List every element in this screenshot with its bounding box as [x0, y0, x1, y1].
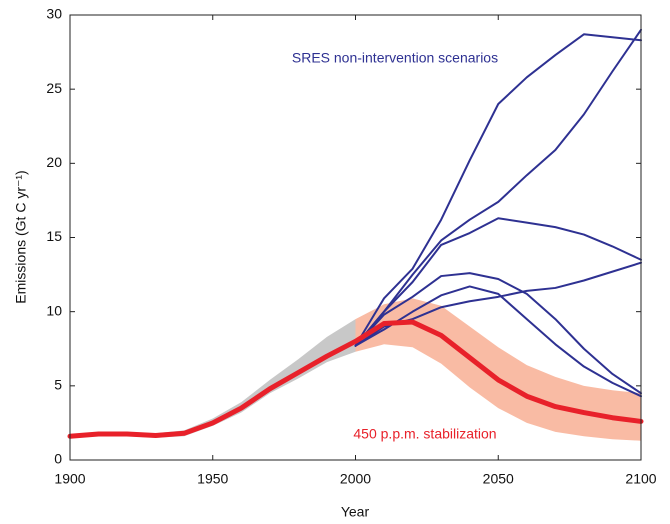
x-axis-title: Year — [341, 504, 370, 520]
y-tick-label: 20 — [46, 154, 62, 170]
uncertainty-band — [355, 298, 641, 441]
x-tick-label: 2100 — [625, 471, 656, 487]
x-tick-label: 1900 — [54, 471, 85, 487]
y-tick-label: 5 — [54, 377, 62, 393]
x-tick-label: 2000 — [340, 471, 371, 487]
y-tick-label: 15 — [46, 228, 62, 244]
annotation: SRES non-intervention scenarios — [292, 50, 498, 66]
series-line — [354, 272, 642, 395]
series-line — [354, 33, 642, 347]
y-axis-title: Emissions (Gt C yr⁻¹) — [13, 170, 29, 303]
series-line — [354, 28, 642, 347]
uncertainty-band — [70, 319, 356, 438]
y-tick-label: 30 — [46, 6, 62, 22]
series-line — [354, 285, 642, 398]
x-tick-label: 1950 — [197, 471, 228, 487]
annotation: 450 p.p.m. stabilization — [353, 426, 496, 442]
y-tick-label: 0 — [54, 451, 62, 467]
y-tick-label: 25 — [46, 80, 62, 96]
y-tick-label: 10 — [46, 302, 62, 318]
series-line — [354, 217, 642, 347]
series-line — [67, 319, 644, 439]
x-tick-label: 2050 — [483, 471, 514, 487]
